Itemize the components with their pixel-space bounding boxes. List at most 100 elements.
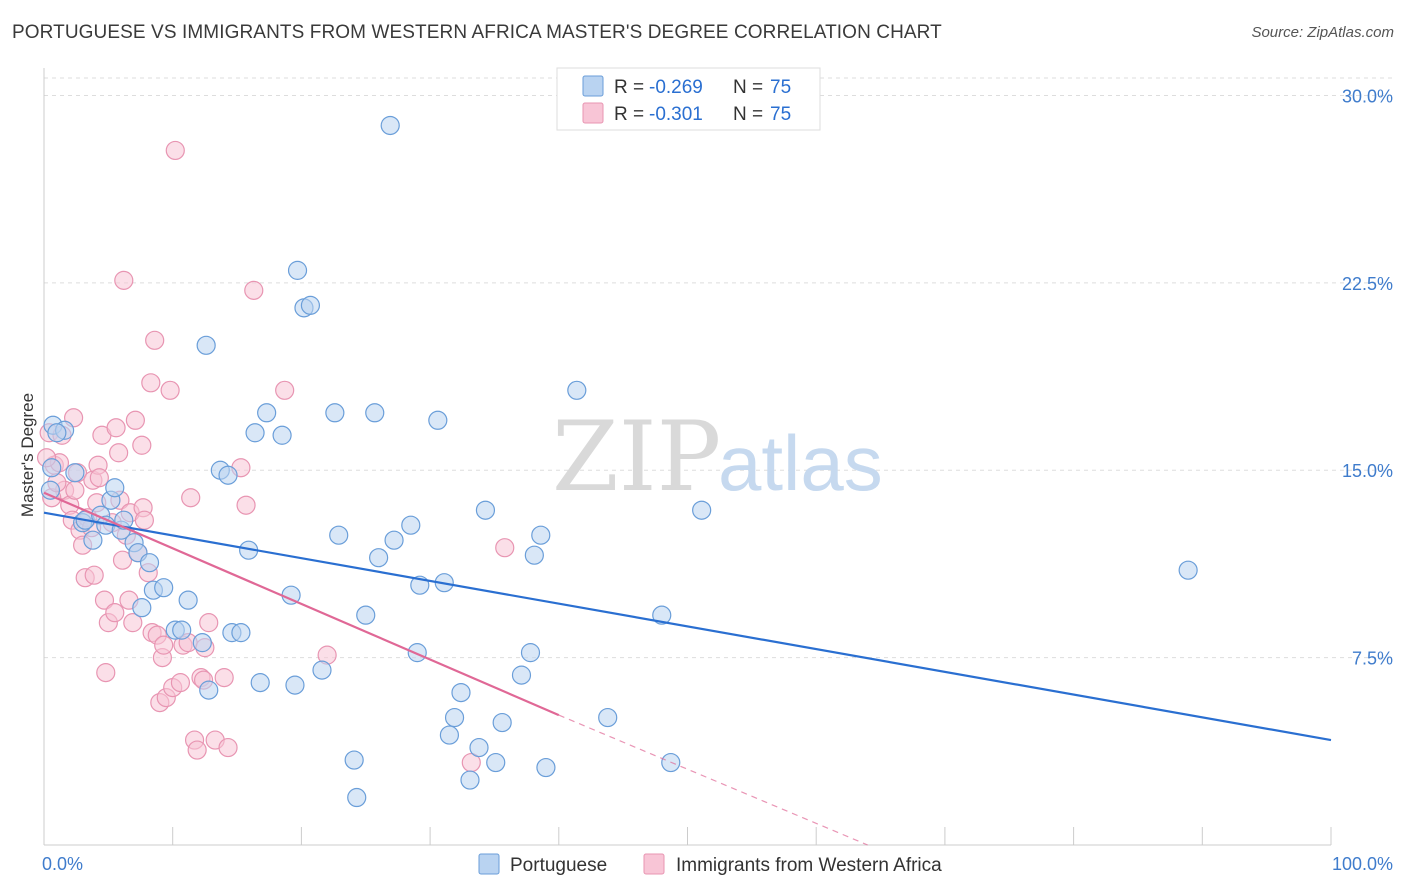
immigrants-point: [109, 443, 129, 463]
portuguese-point: [245, 423, 265, 443]
source-credit: Source: ZipAtlas.com: [1251, 24, 1394, 41]
portuguese-point: [492, 712, 512, 733]
portuguese-point: [428, 410, 448, 430]
portuguese-point: [469, 737, 489, 758]
immigrants-point: [94, 590, 115, 610]
legend-n-label-1: N =: [733, 77, 763, 98]
bottom-legend-swatch-portuguese: [478, 853, 500, 875]
portuguese-point: [567, 380, 587, 400]
y-tick-label: 30.0%: [1342, 86, 1393, 106]
series-portuguese-points: [40, 115, 1198, 808]
bottom-legend: Portuguese Immigrants from Western Afric…: [478, 853, 942, 876]
portuguese-point: [692, 500, 712, 520]
chart-title: PORTUGUESE VS IMMIGRANTS FROM WESTERN AF…: [12, 22, 942, 43]
immigrants-point: [160, 380, 180, 400]
immigrants-point: [170, 673, 191, 693]
portuguese-point: [1178, 560, 1198, 580]
portuguese-point: [285, 675, 305, 695]
portuguese-point: [401, 515, 421, 535]
portuguese-point: [250, 673, 270, 693]
immigrants-point: [187, 740, 207, 760]
bottom-legend-immigrants: Immigrants from Western Africa: [676, 855, 942, 876]
portuguese-point: [475, 500, 496, 520]
portuguese-point: [105, 478, 125, 498]
immigrants-point: [236, 495, 256, 515]
portuguese-point: [384, 530, 404, 550]
portuguese-point: [218, 465, 238, 485]
immigrants-point: [275, 380, 295, 400]
immigrants-point: [89, 468, 109, 488]
portuguese-point: [132, 598, 152, 618]
portuguese-point: [536, 757, 556, 778]
trend-lines: [43, 491, 1332, 846]
portuguese-point: [460, 770, 480, 790]
immigrants-point: [134, 510, 154, 530]
portuguese-point: [380, 115, 400, 136]
portuguese-point: [511, 665, 532, 685]
portuguese-point: [199, 680, 219, 700]
immigrants-point: [123, 613, 143, 633]
y-tick-label: 15.0%: [1342, 461, 1393, 481]
portuguese-point: [300, 295, 321, 315]
series-immigrants-points: [36, 140, 515, 773]
legend-r-label-1: R =: [614, 77, 644, 98]
portuguese-point: [524, 545, 544, 565]
legend-r-value-1: -0.269: [649, 77, 703, 98]
immigrants-point: [106, 418, 126, 438]
y-tick-label: 22.5%: [1342, 274, 1393, 294]
portuguese-point: [444, 707, 465, 728]
immigrants-point: [244, 280, 264, 300]
watermark-atlas: atlas: [718, 419, 883, 507]
legend-r-label-2: R =: [614, 104, 644, 125]
portuguese-point: [531, 525, 551, 545]
legend-swatch-immigrants: [582, 102, 604, 124]
portuguese-point: [192, 633, 212, 653]
portuguese-point: [139, 553, 160, 573]
immigrants-point: [199, 613, 219, 633]
trend-line-portuguese: [43, 511, 1332, 742]
portuguese-point: [272, 425, 292, 445]
watermark-zip: ZIP: [552, 401, 721, 513]
immigrants-point: [65, 480, 85, 500]
legend-n-value-1: 75: [770, 77, 791, 98]
portuguese-point: [451, 682, 471, 703]
portuguese-point: [329, 525, 349, 545]
legend-r-value-2: -0.301: [649, 104, 703, 125]
immigrants-point: [218, 737, 238, 758]
y-tick-label: 7.5%: [1352, 649, 1393, 669]
immigrants-point: [96, 663, 116, 683]
portuguese-point: [365, 403, 385, 423]
portuguese-point: [439, 725, 460, 745]
portuguese-point: [312, 660, 332, 680]
y-axis-label: Master's Degree: [18, 393, 37, 517]
portuguese-point: [83, 530, 103, 550]
portuguese-point: [520, 643, 541, 663]
portuguese-point: [369, 548, 389, 568]
x-tick-label: 100.0%: [1332, 854, 1393, 874]
immigrants-point: [145, 330, 165, 350]
portuguese-point: [196, 335, 216, 355]
legend-n-label-2: N =: [733, 104, 763, 125]
immigrants-point: [112, 550, 133, 570]
tick-labels: 7.5% 15.0% 22.5% 30.0% 0.0% 100.0%: [42, 86, 1393, 874]
portuguese-point: [178, 590, 198, 610]
portuguese-point: [172, 620, 192, 640]
portuguese-point: [356, 605, 376, 625]
immigrants-point: [181, 488, 201, 508]
watermark: ZIP atlas: [552, 401, 883, 513]
immigrants-point: [141, 373, 161, 393]
legend-box: R = -0.269 N = 75 R = -0.301 N = 75: [556, 67, 821, 131]
immigrants-point: [154, 635, 174, 655]
portuguese-point: [231, 623, 251, 643]
portuguese-point: [407, 643, 427, 663]
immigrants-point: [84, 565, 104, 585]
immigrants-point: [165, 140, 185, 161]
trend-line-immigrants-extrapolated: [558, 714, 868, 846]
immigrants-point: [495, 538, 515, 558]
portuguese-point: [652, 605, 672, 625]
legend-swatch-portuguese: [582, 75, 604, 97]
immigrants-point: [132, 435, 152, 455]
x-tick-label: 0.0%: [42, 854, 83, 874]
immigrants-point: [114, 270, 134, 290]
portuguese-point: [325, 403, 345, 423]
